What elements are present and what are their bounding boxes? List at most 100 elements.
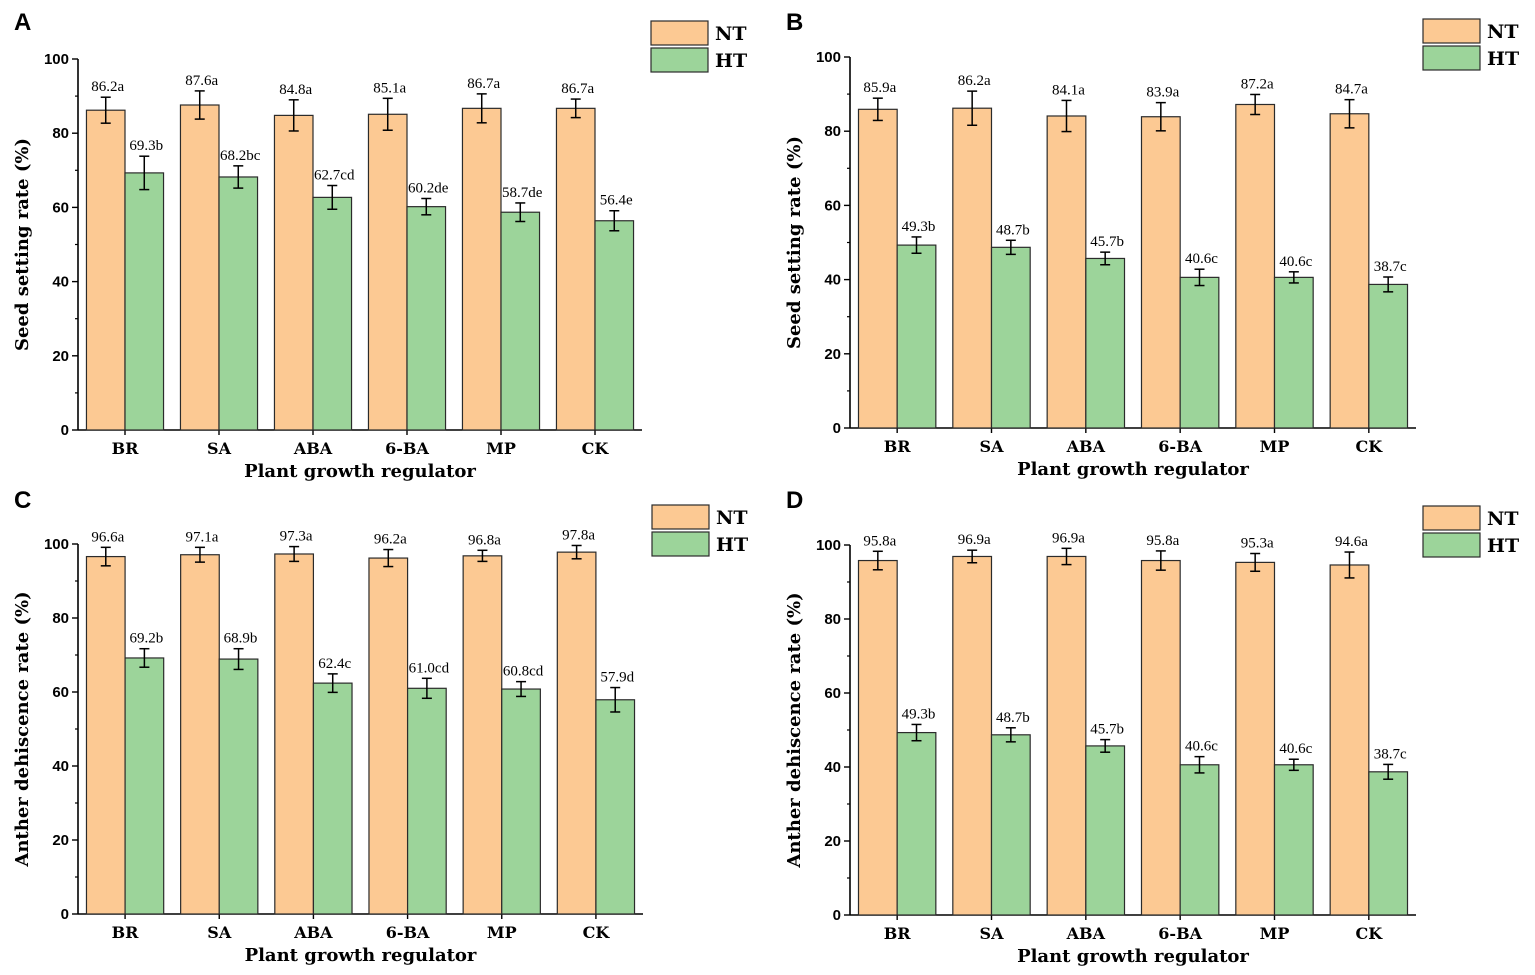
bar-nt [1235,561,1276,916]
data-label-nt: 84.7a [1335,82,1368,98]
data-label-nt: 85.1a [373,80,406,96]
bar-ht [1085,745,1126,916]
x-tick-label: MP [1260,924,1290,943]
bar-ht [500,211,541,431]
data-label-ht: 48.7b [996,222,1030,238]
panel-letter: D [786,487,803,514]
data-label-ht: 45.7b [1090,722,1124,738]
legend-label-nt: NT [1487,508,1519,530]
x-tick-label: SA [980,924,1005,943]
bar-nt [1329,113,1370,429]
data-label-nt: 96.9a [958,532,991,548]
data-label-nt: 96.6a [91,529,124,545]
legend-swatch-nt [1422,505,1481,531]
y-tick-label: 20 [52,348,69,365]
bar-nt [85,109,126,431]
bar-nt [952,555,993,916]
y-tick-label: 60 [824,197,841,214]
legend: NT HT [650,20,747,73]
data-label-nt: 84.8a [279,82,312,98]
data-label-ht: 40.6c [1279,741,1312,757]
bar-ht [406,206,447,431]
chart-panel-a: A 0 20 40 60 80 100 BR 86.2a 69.3b SA 87.6a 68.2bc AB… [12,9,747,482]
x-axis-title: Plant growth regulator [1017,459,1249,480]
x-tick-label: BR [884,924,912,943]
x-tick-label: BR [112,439,140,458]
y-tick-label: 0 [61,422,69,439]
x-tick-label: SA [980,437,1005,456]
legend-label-ht: HT [715,50,747,72]
x-tick-label: ABA [1066,924,1106,943]
data-label-ht: 40.6c [1279,254,1312,270]
x-tick-label: 6-BA [1158,924,1202,943]
y-tick-label: 0 [61,906,69,923]
y-tick-label: 100 [44,51,69,68]
chart-panel-d: D 0 20 40 60 80 100 BR 95.8a 49.3b SA 96.9a 48.7b ABA… [784,487,1519,967]
bar-nt [556,551,597,915]
x-tick-label: ABA [293,923,333,942]
data-label-nt: 95.3a [1241,536,1274,552]
y-axis-title: Seed setting rate (%) [784,136,805,349]
bar-nt [179,104,220,431]
data-label-nt: 86.2a [91,79,124,95]
y-tick-label: 100 [816,49,841,66]
bar-ht [501,688,541,915]
panel-letter: A [14,9,31,36]
data-label-ht: 38.7c [1374,259,1407,275]
x-tick-label: ABA [293,439,333,458]
bar-nt [368,557,409,915]
x-tick-label: CK [583,923,611,942]
y-tick-label: 20 [52,832,69,849]
data-label-ht: 49.3b [902,219,936,235]
y-tick-label: 40 [824,272,841,289]
bar-nt [1046,115,1087,429]
data-label-nt: 86.7a [561,81,594,97]
legend-swatch-ht [650,47,709,73]
bar-nt [461,107,502,431]
bar-nt [1329,564,1370,916]
y-tick-label: 20 [824,346,841,363]
x-axis-title: Plant growth regulator [1017,946,1249,967]
y-tick-label: 100 [816,537,841,554]
bar-ht [896,731,937,916]
legend-label-ht: HT [1487,535,1519,557]
legend-swatch-ht [651,531,710,557]
legend-label-nt: NT [715,23,747,45]
bar-nt [1140,116,1181,429]
x-tick-label: SA [207,439,232,458]
y-tick-label: 60 [52,684,69,701]
x-tick-label: BR [884,437,912,456]
data-label-nt: 96.9a [1052,530,1085,546]
bar-ht [594,220,635,431]
bar-nt [1046,555,1087,916]
x-tick-label: BR [112,923,140,942]
legend-swatch-nt [650,20,709,46]
x-tick-label: 6-BA [1158,437,1202,456]
data-label-ht: 60.2de [408,180,449,196]
data-label-nt: 84.1a [1052,82,1085,98]
data-label-nt: 97.8a [562,527,595,543]
bar-ht [1273,276,1314,429]
y-tick-label: 60 [824,685,841,702]
legend-label-nt: NT [716,507,748,529]
x-tick-label: SA [207,923,232,942]
data-label-ht: 61.0cd [409,660,450,676]
data-label-ht: 40.6c [1185,251,1218,267]
data-label-ht: 68.9b [224,631,258,647]
legend: NT HT [651,504,748,557]
y-axis-title: Anther dehiscence rate (%) [12,591,33,867]
legend-label-ht: HT [1487,48,1519,70]
bar-ht [406,687,447,915]
x-tick-label: ABA [1066,437,1106,456]
y-tick-label: 100 [44,536,69,553]
panel-letter: C [14,487,31,514]
y-tick-label: 80 [52,610,69,627]
y-tick-label: 0 [833,420,841,437]
data-label-nt: 96.8a [468,532,501,548]
legend: NT HT [1422,505,1519,558]
bar-ht [1085,257,1126,429]
y-tick-label: 0 [833,907,841,924]
y-axis-title: Anther dehiscence rate (%) [784,592,805,868]
data-label-nt: 94.6a [1335,534,1368,550]
data-label-ht: 48.7b [996,710,1030,726]
